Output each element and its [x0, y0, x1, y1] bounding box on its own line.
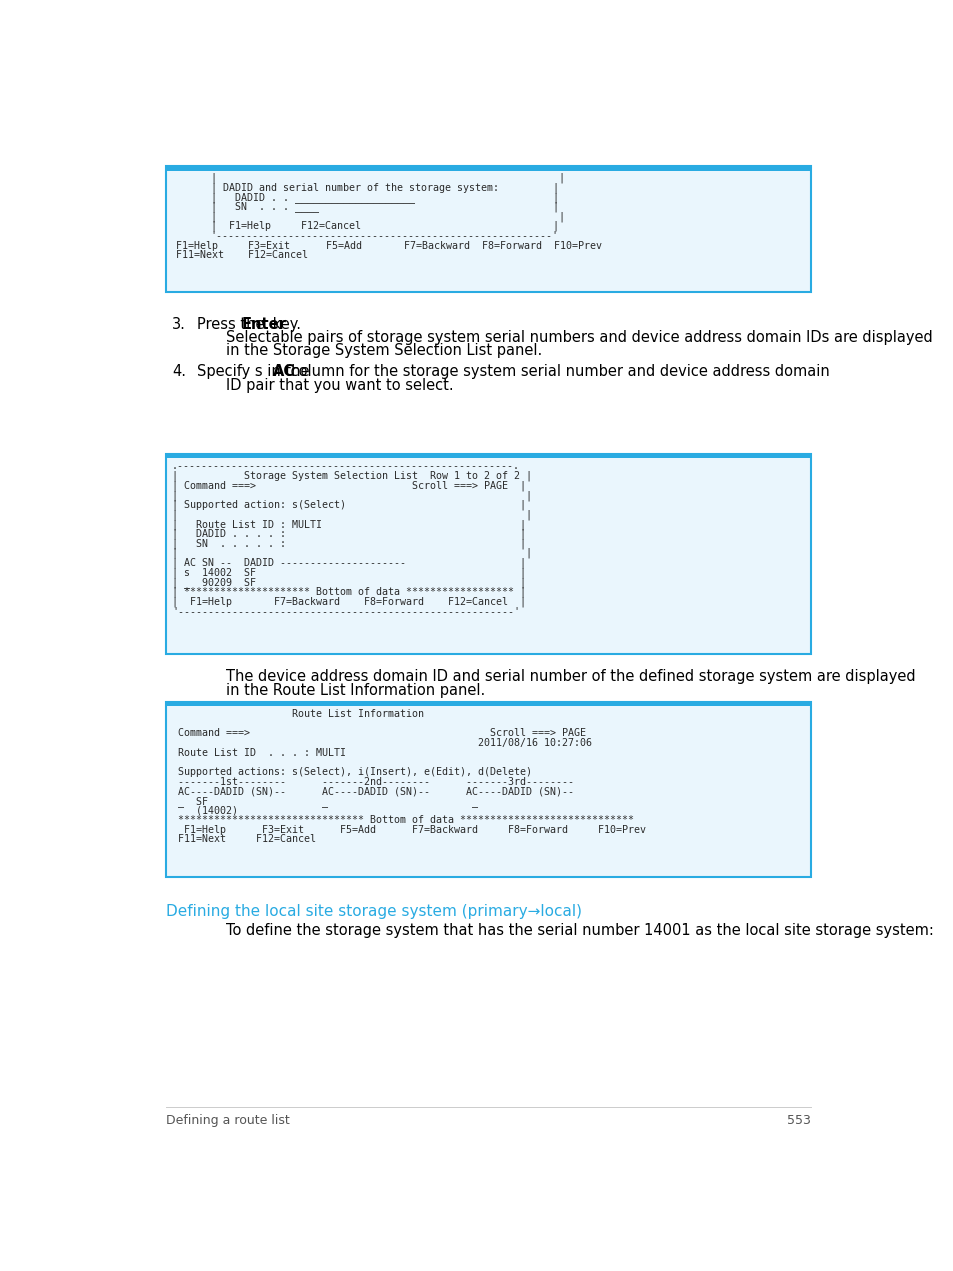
Text: key.: key. — [268, 316, 301, 332]
Text: |  F1=Help       F7=Backward    F8=Forward    F12=Cancel  |: | F1=Help F7=Backward F8=Forward F12=Can… — [172, 596, 525, 606]
Text: The device address domain ID and serial number of the defined storage system are: The device address domain ID and serial … — [226, 670, 915, 684]
Text: '--------------------------------------------------------': '---------------------------------------… — [172, 606, 519, 615]
Text: | s  14002  SF                                            |: | s 14002 SF | — [172, 567, 525, 577]
Text: | DADID and serial number of the storage system:         |: | DADID and serial number of the storage… — [211, 182, 558, 193]
Text: | _  90209  SF                                            |: | _ 90209 SF | — [172, 577, 525, 587]
Text: 3.: 3. — [172, 316, 186, 332]
Text: Route List Information: Route List Information — [172, 709, 423, 719]
Text: 4.: 4. — [172, 365, 186, 379]
Text: .--------------------------------------------------------.: .---------------------------------------… — [172, 461, 519, 472]
Text: |                                                          |: | | — [172, 548, 532, 558]
Text: | Command ===>                          Scroll ===> PAGE  |: | Command ===> Scroll ===> PAGE | — [172, 480, 525, 491]
Text: in the Route List Information panel.: in the Route List Information panel. — [226, 683, 485, 698]
Text: | Supported action: s(Select)                             |: | Supported action: s(Select) | — [172, 500, 525, 510]
Text: _  SF                   _                        _: _ SF _ _ — [172, 796, 477, 807]
Text: To define the storage system that has the serial number 14001 as the local site : To define the storage system that has th… — [226, 923, 933, 938]
Text: |                                                          |: | | — [172, 510, 532, 520]
Text: |   Route List ID : MULTI                                 |: | Route List ID : MULTI | — [172, 519, 525, 530]
Text: F11=Next     F12=Cancel: F11=Next F12=Cancel — [172, 834, 315, 844]
Text: F1=Help     F3=Exit      F5=Add       F7=Backward  F8=Forward  F10=Prev: F1=Help F3=Exit F5=Add F7=Backward F8=Fo… — [171, 240, 601, 250]
Text: Press the: Press the — [196, 316, 269, 332]
Text: | AC SN --  DADID ---------------------                   |: | AC SN -- DADID --------------------- | — [172, 558, 525, 568]
Text: F11=Next    F12=Cancel: F11=Next F12=Cancel — [171, 250, 308, 261]
Text: Enter: Enter — [241, 316, 286, 332]
Text: |   SN  . . . . . :                                       |: | SN . . . . . : | — [172, 539, 525, 549]
Bar — [166, 702, 810, 707]
Text: in the Storage System Selection List panel.: in the Storage System Selection List pan… — [226, 343, 542, 357]
Text: F1=Help      F3=Exit      F5=Add      F7=Backward     F8=Forward     F10=Prev: F1=Help F3=Exit F5=Add F7=Backward F8=Fo… — [172, 825, 645, 835]
Bar — [166, 702, 810, 877]
Bar — [166, 454, 810, 459]
Text: |           Storage System Selection List  Row 1 to 2 of 2 |: | Storage System Selection List Row 1 to… — [172, 472, 532, 482]
Text: |  F1=Help     F12=Cancel                                |: | F1=Help F12=Cancel | — [211, 221, 558, 231]
Text: Supported actions: s(Select), i(Insert), e(Edit), d(Delete): Supported actions: s(Select), i(Insert),… — [172, 766, 532, 777]
Text: |                                                          |: | | — [172, 491, 532, 501]
Bar — [166, 454, 810, 653]
Text: Route List ID  . . . : MULTI: Route List ID . . . : MULTI — [172, 747, 346, 758]
Bar — [166, 167, 810, 292]
Text: Defining a route list: Defining a route list — [166, 1115, 289, 1127]
Text: Defining the local site storage system (primary→local): Defining the local site storage system (… — [166, 904, 581, 919]
Text: | ********************* Bottom of data ****************** |: | ********************* Bottom of data *… — [172, 586, 525, 597]
Text: AC: AC — [273, 365, 294, 379]
Text: column for the storage system serial number and device address domain: column for the storage system serial num… — [286, 365, 829, 379]
Text: Command ===>                                        Scroll ===> PAGE: Command ===> Scroll ===> PAGE — [172, 728, 585, 738]
Text: ******************************* Bottom of data *****************************: ******************************* Bottom o… — [172, 815, 634, 825]
Text: AC----DADID (SN)--      AC----DADID (SN)--      AC----DADID (SN)--: AC----DADID (SN)-- AC----DADID (SN)-- AC… — [172, 787, 574, 796]
Text: |   DADID . . ____________________                       |: | DADID . . ____________________ | — [211, 192, 558, 202]
Text: 2011/08/16 10:27:06: 2011/08/16 10:27:06 — [172, 738, 591, 749]
Text: |                                                         |: | | — [211, 211, 564, 221]
Text: ID pair that you want to select.: ID pair that you want to select. — [226, 379, 454, 393]
Bar — [166, 167, 810, 172]
Text: '--------------------------------------------------------': '---------------------------------------… — [211, 230, 558, 240]
Text: -------1st--------      -------2nd--------      -------3rd--------: -------1st-------- -------2nd-------- --… — [172, 777, 574, 787]
Text: Selectable pairs of storage system serial numbers and device address domain IDs : Selectable pairs of storage system seria… — [226, 330, 932, 346]
Text: Specify s in the: Specify s in the — [196, 365, 314, 379]
Text: (14002): (14002) — [172, 806, 237, 816]
Text: 553: 553 — [786, 1115, 810, 1127]
Text: |   SN  . . . ____                                       |: | SN . . . ____ | — [211, 201, 558, 212]
Text: |                                                         |: | | — [211, 173, 564, 183]
Text: |   DADID . . . . :                                       |: | DADID . . . . : | — [172, 529, 525, 539]
